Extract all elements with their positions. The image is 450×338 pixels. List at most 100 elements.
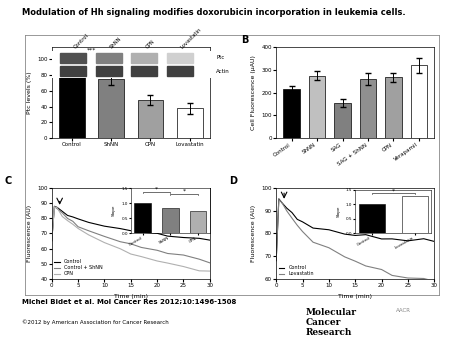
Control + ShNN bbox=[197, 257, 202, 261]
CPN bbox=[70, 222, 76, 226]
Text: Modulation of Hh signaling modifies doxorubicin incorporation in leukemia cells.: Modulation of Hh signaling modifies doxo… bbox=[22, 8, 406, 18]
Control bbox=[284, 206, 289, 210]
Text: Molecular
Cancer
Research: Molecular Cancer Research bbox=[306, 308, 357, 337]
CPN bbox=[54, 206, 60, 210]
FancyBboxPatch shape bbox=[96, 53, 122, 63]
Control + ShNN bbox=[59, 211, 65, 215]
Control bbox=[405, 239, 410, 243]
Text: C: C bbox=[4, 175, 12, 186]
Bar bbox=[334, 103, 351, 138]
Control + ShNN bbox=[128, 242, 134, 246]
CPN bbox=[65, 219, 70, 223]
Bar bbox=[410, 66, 427, 138]
Control + ShNN bbox=[65, 216, 70, 220]
CPN bbox=[49, 239, 54, 243]
Y-axis label: Ptc levels (%): Ptc levels (%) bbox=[27, 71, 32, 114]
Control bbox=[117, 226, 123, 231]
Control + ShNN bbox=[49, 239, 54, 243]
Control bbox=[65, 213, 70, 217]
Control bbox=[102, 224, 107, 228]
X-axis label: Time (min): Time (min) bbox=[338, 294, 372, 298]
Text: A: A bbox=[4, 0, 12, 2]
Control bbox=[86, 220, 91, 224]
Control bbox=[276, 197, 282, 201]
Lovastatin bbox=[379, 267, 384, 271]
Lovastatin bbox=[432, 279, 437, 283]
FancyBboxPatch shape bbox=[60, 66, 86, 76]
Control + ShNN bbox=[154, 248, 160, 252]
Control bbox=[432, 239, 437, 243]
Control bbox=[128, 229, 134, 233]
CPN bbox=[76, 226, 81, 231]
FancyBboxPatch shape bbox=[167, 66, 193, 76]
Text: D: D bbox=[229, 175, 237, 186]
Control + ShNN bbox=[139, 245, 144, 249]
Control bbox=[207, 238, 212, 242]
Lovastatin bbox=[389, 273, 395, 277]
Legend: Control, Lovastatin: Control, Lovastatin bbox=[279, 265, 314, 276]
Control bbox=[300, 220, 305, 224]
FancyBboxPatch shape bbox=[167, 53, 193, 63]
Text: Control: Control bbox=[73, 33, 90, 50]
Control bbox=[352, 234, 358, 238]
Control bbox=[154, 231, 160, 235]
Bar bbox=[284, 89, 300, 138]
Y-axis label: Fluorescence (AU): Fluorescence (AU) bbox=[27, 205, 32, 262]
Control bbox=[70, 215, 76, 219]
Bar bbox=[385, 77, 402, 138]
Control bbox=[52, 204, 57, 208]
CPN bbox=[128, 252, 134, 256]
CPN bbox=[59, 214, 65, 218]
Text: AACR: AACR bbox=[396, 308, 411, 313]
Text: Ptc: Ptc bbox=[216, 55, 225, 60]
Bar bbox=[177, 108, 202, 138]
Text: Lovastatin: Lovastatin bbox=[180, 27, 203, 50]
Legend: Control, Control + ShNN, CPN: Control, Control + ShNN, CPN bbox=[54, 260, 103, 276]
Control bbox=[76, 217, 81, 221]
FancyBboxPatch shape bbox=[60, 53, 86, 63]
Lovastatin bbox=[276, 197, 282, 201]
Control bbox=[289, 211, 295, 215]
CPN bbox=[86, 233, 91, 237]
FancyBboxPatch shape bbox=[131, 53, 158, 63]
Control + ShNN bbox=[54, 207, 60, 211]
Control bbox=[59, 209, 65, 213]
Lovastatin bbox=[363, 264, 369, 268]
CPN bbox=[139, 255, 144, 259]
Lovastatin bbox=[300, 230, 305, 234]
Lovastatin bbox=[274, 259, 279, 263]
CPN bbox=[181, 265, 186, 269]
CPN bbox=[154, 259, 160, 263]
Control bbox=[279, 200, 284, 204]
CPN bbox=[117, 247, 123, 251]
Control bbox=[274, 259, 279, 263]
Control bbox=[363, 233, 369, 237]
Y-axis label: Cell Fluorescence (μAU): Cell Fluorescence (μAU) bbox=[251, 55, 256, 130]
Lovastatin bbox=[279, 200, 284, 204]
Text: ***: *** bbox=[126, 53, 135, 58]
Control bbox=[310, 226, 316, 230]
Lovastatin bbox=[342, 255, 347, 259]
Bar bbox=[59, 59, 85, 138]
Control bbox=[139, 230, 144, 234]
Lovastatin bbox=[352, 259, 358, 263]
Control bbox=[181, 236, 186, 240]
Control bbox=[165, 234, 171, 238]
Lovastatin bbox=[405, 276, 410, 280]
Text: Michel Bidet et al. Mol Cancer Res 2012;10:1496-1508: Michel Bidet et al. Mol Cancer Res 2012;… bbox=[22, 299, 237, 305]
Lovastatin bbox=[310, 240, 316, 244]
Text: B: B bbox=[241, 35, 249, 45]
Line: Lovastatin: Lovastatin bbox=[276, 199, 434, 281]
Lovastatin bbox=[295, 223, 300, 227]
Line: CPN: CPN bbox=[52, 207, 210, 271]
X-axis label: Time (min): Time (min) bbox=[114, 294, 148, 298]
Control bbox=[54, 205, 60, 209]
CPN bbox=[197, 269, 202, 273]
Line: Control + ShNN: Control + ShNN bbox=[52, 207, 210, 263]
Control + ShNN bbox=[102, 234, 107, 238]
Bar bbox=[309, 76, 325, 138]
Text: ©2012 by American Association for Cancer Research: ©2012 by American Association for Cancer… bbox=[22, 319, 169, 325]
Line: Control: Control bbox=[276, 199, 434, 261]
Lovastatin bbox=[421, 276, 427, 281]
Lovastatin bbox=[326, 246, 332, 250]
